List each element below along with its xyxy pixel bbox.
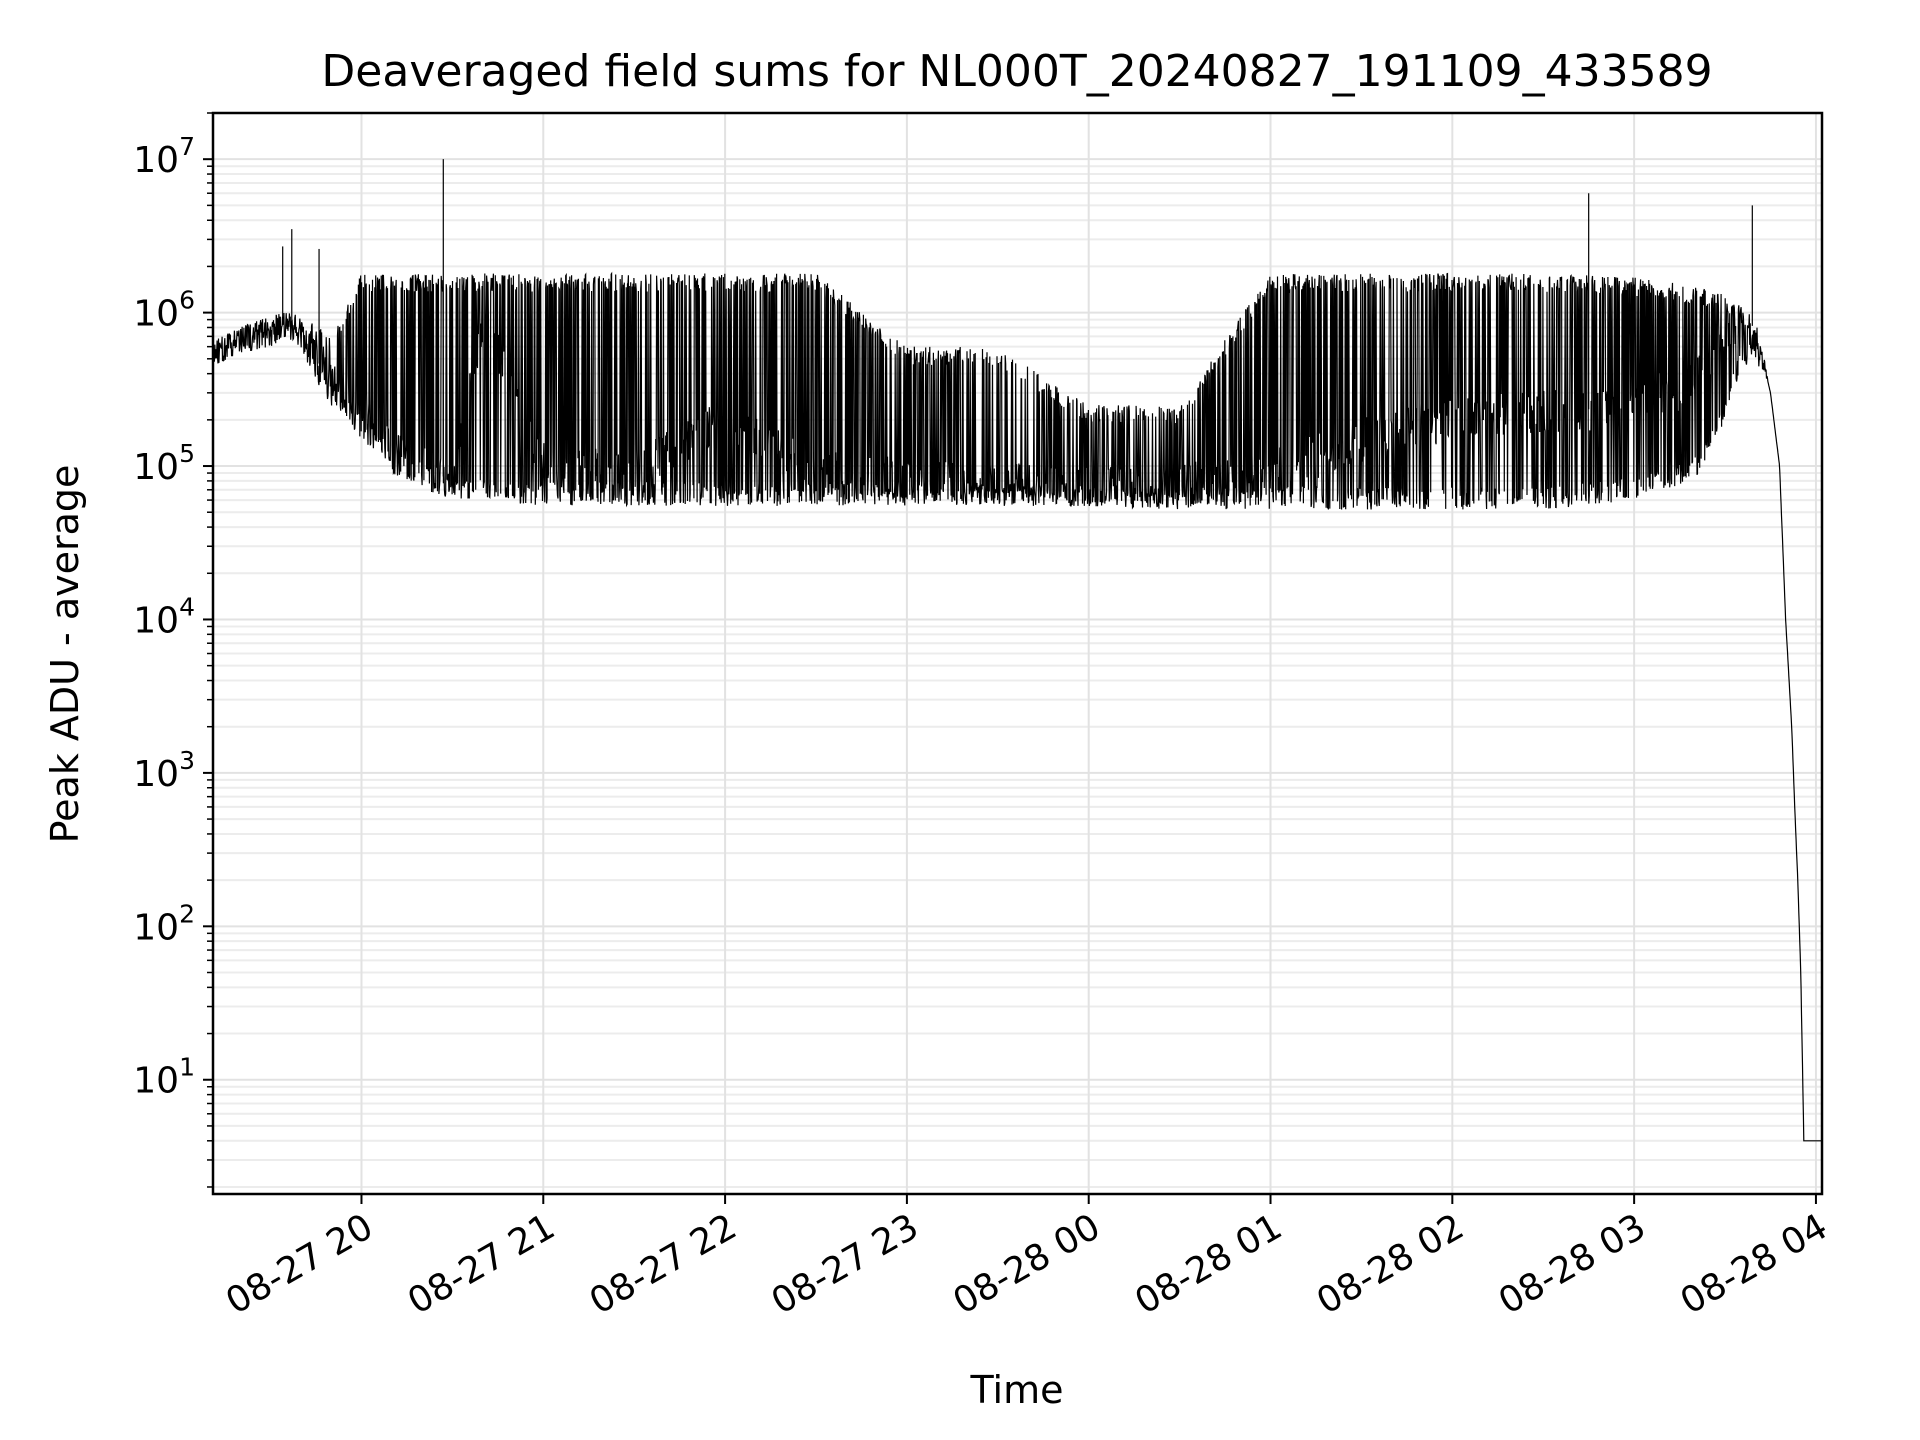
x-tick-label: 08-27 20 <box>219 1206 380 1322</box>
x-tick-label: 08-28 04 <box>1674 1206 1835 1322</box>
x-tick-label: 08-28 01 <box>1128 1206 1289 1322</box>
y-tick-label: 103 <box>133 746 195 795</box>
x-tick-label: 08-27 21 <box>401 1206 562 1322</box>
x-tick-label: 08-27 22 <box>583 1206 744 1322</box>
y-tick-label: 101 <box>133 1053 195 1102</box>
y-tick-label: 104 <box>133 592 195 641</box>
axis-ticks <box>203 112 1817 1204</box>
y-tick-labels: 101 102 103 104 105 106 107 <box>133 132 195 1102</box>
line-series <box>212 159 1822 1142</box>
x-tick-label: 08-28 03 <box>1492 1206 1653 1322</box>
x-tick-label: 08-28 00 <box>947 1206 1108 1322</box>
x-tick-label: 08-28 02 <box>1310 1206 1471 1322</box>
data-line <box>212 271 1822 1142</box>
x-tick-label: 08-27 23 <box>765 1206 926 1322</box>
y-tick-label: 105 <box>133 439 195 488</box>
y-tick-label: 106 <box>133 286 195 335</box>
y-axis-label: Peak ADU - average <box>43 465 87 844</box>
y-tick-label: 102 <box>133 899 195 948</box>
chart-title: Deaveraged field sums for NL000T_2024082… <box>321 46 1712 97</box>
y-tick-label: 107 <box>133 132 195 181</box>
x-axis-label: Time <box>970 1368 1064 1412</box>
x-tick-labels: 08-27 20 08-27 21 08-27 22 08-27 23 08-28 00… <box>219 1206 1834 1322</box>
grid-lines <box>213 112 1822 1194</box>
